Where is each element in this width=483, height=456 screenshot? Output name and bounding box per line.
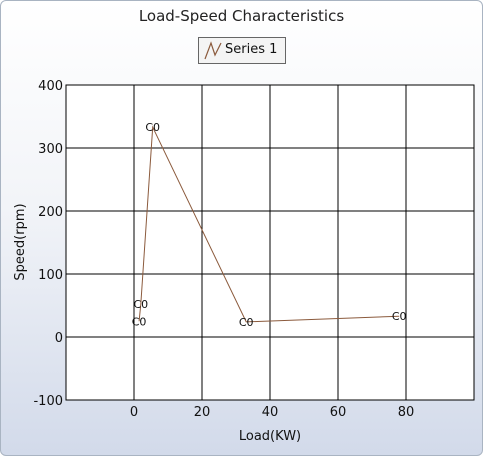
y-tick-label: 100 — [38, 268, 63, 283]
plot-border — [65, 84, 475, 401]
x-tick-label: 0 — [130, 405, 138, 420]
x-tick-labels: 0 20 40 60 80 — [130, 405, 414, 420]
legend-series-label: Series 1 — [225, 42, 278, 57]
grid — [66, 85, 474, 400]
y-axis-label: Speed(rpm) — [13, 203, 28, 280]
y-tick-labels: -100 0 100 200 300 400 — [33, 79, 63, 409]
x-tick-label: 60 — [330, 405, 347, 420]
point-label: C0 — [392, 310, 407, 323]
x-axis-label: Load(KW) — [239, 429, 301, 444]
point-label: C0 — [145, 121, 160, 134]
series-line — [138, 125, 400, 323]
legend[interactable]: Series 1 — [198, 37, 286, 64]
x-tick-label: 40 — [262, 405, 279, 420]
legend-line-icon — [204, 41, 222, 60]
x-tick-label: 80 — [398, 405, 415, 420]
point-label: C0 — [133, 298, 148, 311]
x-tick-label: 20 — [194, 405, 211, 420]
y-tick-label: 0 — [55, 331, 63, 346]
point-label: C0 — [239, 316, 254, 329]
point-label: C0 — [132, 315, 147, 328]
chart-title: Load-Speed Characteristics — [138, 7, 345, 25]
y-tick-label: -100 — [33, 394, 63, 409]
y-tick-label: 200 — [38, 205, 63, 220]
y-tick-label: 300 — [38, 142, 63, 157]
y-tick-label: 400 — [38, 79, 63, 94]
series-layer: C0 C0 C0 C0 C0 — [132, 121, 407, 329]
